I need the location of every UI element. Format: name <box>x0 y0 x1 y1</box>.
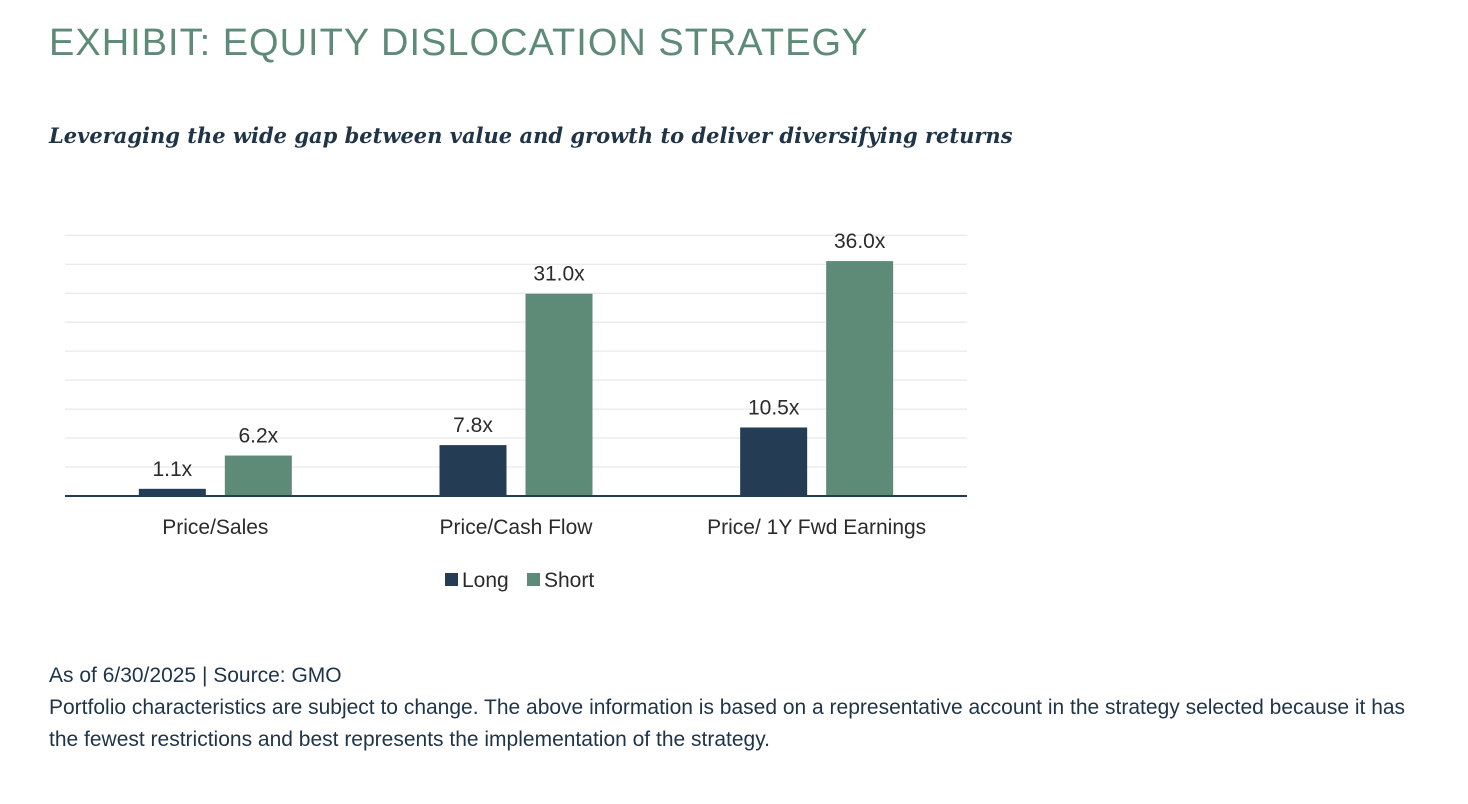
data-label: 36.0x <box>834 230 886 253</box>
bar-short <box>826 261 894 496</box>
page-title: EXHIBIT: EQUITY DISLOCATION STRATEGY <box>49 22 869 64</box>
legend-label-short: Short <box>544 569 594 592</box>
x-tick-label: Price/ 1Y Fwd Earnings <box>707 516 926 539</box>
bar-long <box>138 488 206 496</box>
data-label: 31.0x <box>533 263 585 286</box>
chart-subtitle: Leveraging the wide gap between value an… <box>49 123 1013 148</box>
data-label: 1.1x <box>152 458 192 481</box>
x-tick-label: Price/Sales <box>162 516 268 539</box>
bar-long <box>439 445 507 496</box>
bar-chart: 1.1x 6.2x Price/Sales 7.8x 31.0x Price/Cash F… <box>0 200 1000 620</box>
chart-footer: As of 6/30/2025 | Source: GMO Portfolio … <box>49 660 1429 756</box>
x-tick-label: Price/Cash Flow <box>440 516 594 539</box>
legend-swatch-long <box>445 573 458 586</box>
chart-svg: 1.1x 6.2x Price/Sales 7.8x 31.0x Price/Cash F… <box>65 230 967 592</box>
data-label: 7.8x <box>453 414 493 437</box>
disclaimer-text: Portfolio characteristics are subject to… <box>49 696 1406 751</box>
bar-short <box>525 293 593 496</box>
source-note: As of 6/30/2025 | Source: GMO <box>49 664 342 687</box>
legend-swatch-short <box>527 573 540 586</box>
data-label: 10.5x <box>748 396 800 419</box>
data-label: 6.2x <box>238 425 278 448</box>
legend-label-long: Long <box>462 569 509 592</box>
bar-long <box>740 427 808 496</box>
bar-short <box>224 455 292 496</box>
